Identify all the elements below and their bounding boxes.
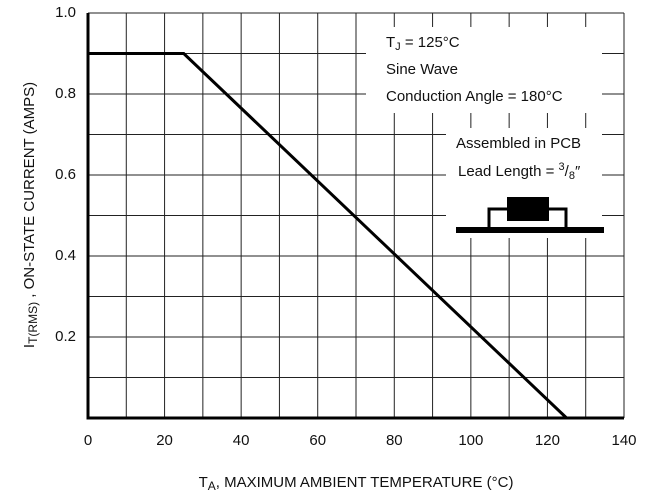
x-tick-label: 0 — [84, 432, 92, 449]
axes-frame — [86, 13, 624, 420]
annotation: Conduction Angle = 180°C — [386, 88, 563, 105]
annotation: TJ = 125°C — [386, 34, 460, 53]
package-icon — [456, 197, 604, 233]
notes: TJ = 125°C Sine Wave Conduction Angle = … — [386, 34, 581, 182]
annotation: Lead Length = 3/8″ — [458, 161, 581, 182]
x-tick-label: 100 — [458, 432, 483, 449]
x-tick-label: 140 — [611, 432, 636, 449]
x-tick-label: 20 — [156, 432, 173, 449]
y-tick-label: 1.0 — [55, 4, 76, 21]
y-tick-label: 0.2 — [55, 328, 76, 345]
x-tick-label: 60 — [309, 432, 326, 449]
x-axis-label: TA, MAXIMUM AMBIENT TEMPERATURE (°C) — [199, 474, 514, 493]
y-axis-label: IT(RMS) , ON-STATE CURRENT (AMPS) — [21, 82, 40, 348]
y-tick-label: 0.6 — [55, 166, 76, 183]
x-tick-label: 80 — [386, 432, 403, 449]
x-tick-label: 40 — [233, 432, 250, 449]
annotation: Sine Wave — [386, 61, 458, 78]
x-tick-label: 120 — [535, 432, 560, 449]
annotation: Assembled in PCB — [456, 135, 581, 152]
y-tick-label: 0.4 — [55, 247, 76, 264]
note-background — [366, 27, 602, 113]
y-tick-label: 0.8 — [55, 85, 76, 102]
line — [88, 52, 568, 420]
